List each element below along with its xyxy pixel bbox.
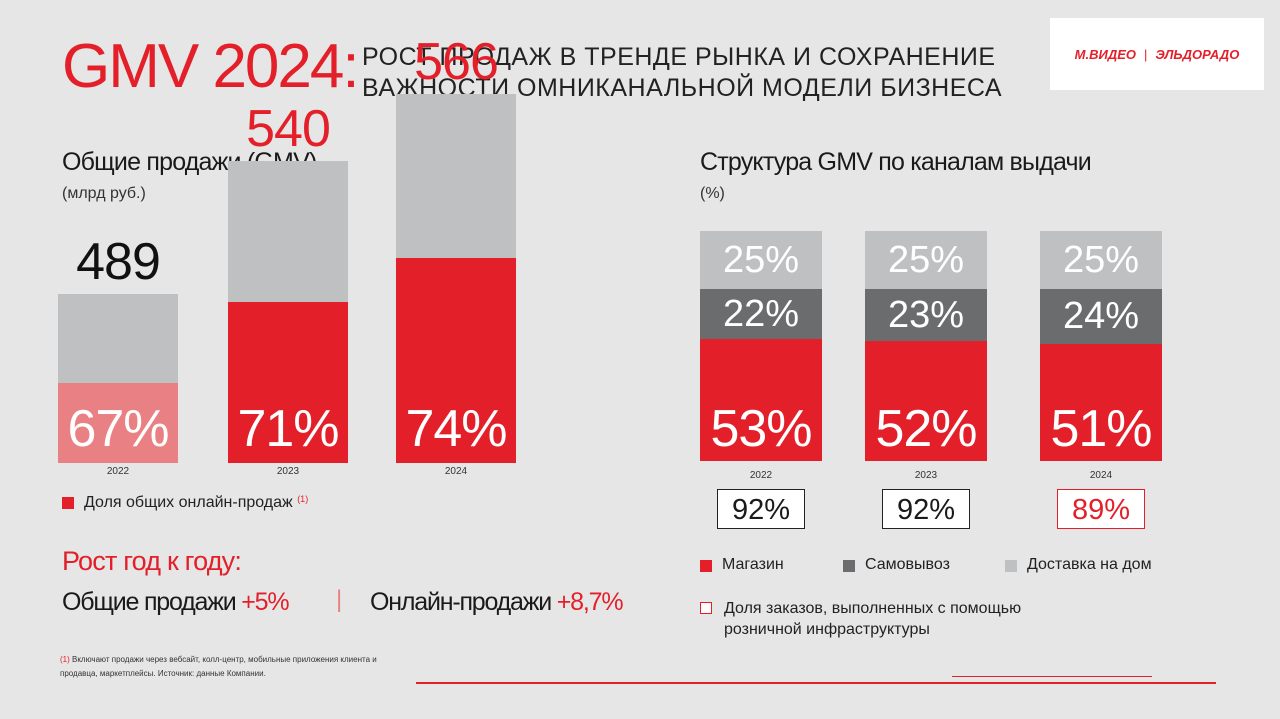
footnote-marker: (1) (60, 655, 70, 664)
legend-retail-infra: Доля заказов, выполненных с помощью розн… (724, 598, 1021, 640)
gmv-year-2024: 2024 (444, 466, 468, 477)
gmv-total-label-2022: 489 (76, 233, 161, 291)
channel-seg-store-2023: 52% (865, 341, 987, 461)
growth-online-value: +8,7% (556, 588, 624, 616)
growth-total-value: +5% (241, 588, 289, 616)
online-share-legend-label: Доля общих онлайн-продаж (84, 494, 293, 511)
channel-year-2024: 2024 (1089, 470, 1113, 481)
retail-infra-box-2022: 92% (717, 489, 805, 529)
legend-swatch-delivery (1005, 560, 1017, 572)
channel-label-store-2023: 52% (875, 400, 977, 458)
gmv-total-label-2023: 540 (246, 100, 331, 159)
legend-retail-infra-line-1: Доля заказов, выполненных с помощью (724, 600, 1022, 617)
legend-label-store: Магазин (722, 556, 784, 573)
gmv-bar-online-2023 (228, 302, 348, 463)
channel-seg-store-2024: 51% (1040, 343, 1162, 461)
legend-swatch-pickup (843, 560, 855, 572)
channel-bar-2022: 53% 22% 25% (700, 231, 822, 461)
growth-divider: | (336, 586, 343, 613)
legend-label-delivery: Доставка на дом (1027, 556, 1152, 573)
footnote-line-1: Включают продажи через вебсайт, колл-цен… (69, 655, 377, 664)
retail-infra-box-2024: 89% (1057, 489, 1145, 529)
online-share-label-2024: 74% (405, 399, 507, 458)
gmv-year-2022: 2022 (106, 466, 130, 477)
gmv-bar-rest-2022 (58, 294, 178, 384)
channel-bar-2023: 52% 23% 25% (865, 231, 987, 461)
footnote-line-2: продавца, маркетплейсы. Источник: данные… (60, 669, 266, 678)
channel-chart-unit: (%) (700, 185, 725, 202)
growth-online-label: Онлайн-продажи (370, 588, 552, 616)
channel-seg-store-2022: 53% (700, 339, 822, 461)
online-share-label-2022: 67% (67, 400, 169, 458)
gmv-bar-2022: 67% (58, 294, 178, 463)
online-share-label-2023: 71% (237, 399, 339, 458)
legend-swatch-store (700, 560, 712, 572)
growth-total-label: Общие продажи (62, 588, 237, 616)
growth-title: Рост год к году: (62, 546, 242, 576)
subtitle-line-1: РОСТ ПРОДАЖ В ТРЕНДЕ РЫНКА И СОХРАНЕНИЕ (362, 43, 996, 71)
channel-label-pickup-2022: 22% (722, 292, 800, 335)
online-share-legend: Доля общих онлайн-продаж (1) (84, 494, 308, 512)
legend-label-pickup: Самовывоз (865, 556, 950, 573)
logo-eldorado: ЭЛЬДОРАДО (1155, 46, 1240, 62)
footnote: (1) Включают продажи через вебсайт, колл… (60, 653, 377, 681)
channel-bar-2024: 51% 24% 25% (1040, 231, 1162, 461)
gmv-bar-2023: 71% (228, 161, 348, 463)
channel-seg-delivery-2022: 25% (700, 231, 822, 289)
growth-total: Общие продажи +5% (62, 588, 290, 617)
gmv-year-2023: 2023 (276, 466, 300, 477)
channel-year-2023: 2023 (914, 470, 938, 481)
gmv-bar-online-2024 (396, 258, 516, 463)
legend-swatch-retail-infra (700, 602, 712, 614)
channel-label-pickup-2024: 24% (1062, 295, 1140, 338)
gmv-bar-rest-2024 (396, 93, 516, 259)
channel-label-delivery-2023: 25% (887, 238, 965, 281)
online-share-legend-swatch (62, 497, 74, 509)
channel-year-2022: 2022 (749, 470, 773, 481)
page-title: GMV 2024: (62, 32, 360, 101)
company-logo: М.ВИДЕО | ЭЛЬДОРАДО (1050, 18, 1264, 90)
page-subtitle: РОСТ ПРОДАЖ В ТРЕНДЕ РЫНКА И СОХРАНЕНИЕ … (362, 42, 1002, 104)
online-share-legend-note: (1) (297, 494, 309, 504)
legend-retail-infra-line-2: розничной инфраструктуры (724, 621, 930, 638)
channel-seg-delivery-2024: 25% (1040, 231, 1162, 289)
bottom-divider-line (416, 682, 1216, 684)
channel-seg-pickup-2024: 24% (1040, 288, 1162, 344)
growth-online: Онлайн-продажи +8,7% (370, 588, 624, 617)
channel-label-store-2024: 51% (1050, 400, 1152, 458)
channel-label-pickup-2023: 23% (887, 293, 965, 336)
retail-infra-box-2023: 92% (882, 489, 970, 529)
gmv-bar-rest-2023 (228, 161, 348, 303)
bottom-divider-accent (952, 676, 1152, 677)
logo-separator: | (1144, 46, 1148, 62)
channel-seg-delivery-2023: 25% (865, 231, 987, 289)
gmv-total-label-2024: 566 (414, 32, 499, 91)
gmv-bar-2024: 74% (396, 93, 516, 463)
channel-chart-title: Структура GMV по каналам выдачи (700, 148, 1092, 176)
channel-seg-pickup-2023: 23% (865, 288, 987, 342)
channel-label-delivery-2024: 25% (1062, 238, 1140, 281)
channel-label-delivery-2022: 25% (722, 238, 800, 281)
channel-label-store-2022: 53% (710, 400, 812, 458)
logo-mvideo: М.ВИДЕО (1074, 46, 1137, 62)
gmv-chart-unit: (млрд руб.) (62, 185, 146, 202)
channel-seg-pickup-2022: 22% (700, 288, 822, 340)
gmv-bar-online-2022 (58, 383, 178, 463)
